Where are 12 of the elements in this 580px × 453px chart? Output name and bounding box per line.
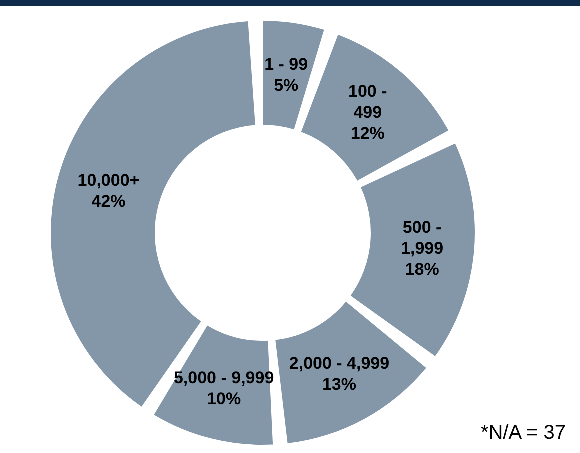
slice-label: 1 - 99 — [264, 54, 308, 74]
data-label: 18% — [405, 259, 440, 278]
data-label: 13% — [322, 374, 357, 394]
data-label: 12% — [350, 124, 385, 143]
data-label: 10% — [207, 389, 242, 408]
slice-label: 100 - 499 — [348, 82, 388, 122]
slice-label: 2,000 - 4,999 — [289, 354, 390, 373]
data-label: 5% — [274, 76, 299, 95]
slice-label: 500 - 1,999 — [401, 217, 444, 258]
text: *N/A = 37 — [480, 422, 566, 445]
data-label: 42% — [92, 191, 126, 210]
slice-label: 10,000+ — [78, 170, 140, 190]
